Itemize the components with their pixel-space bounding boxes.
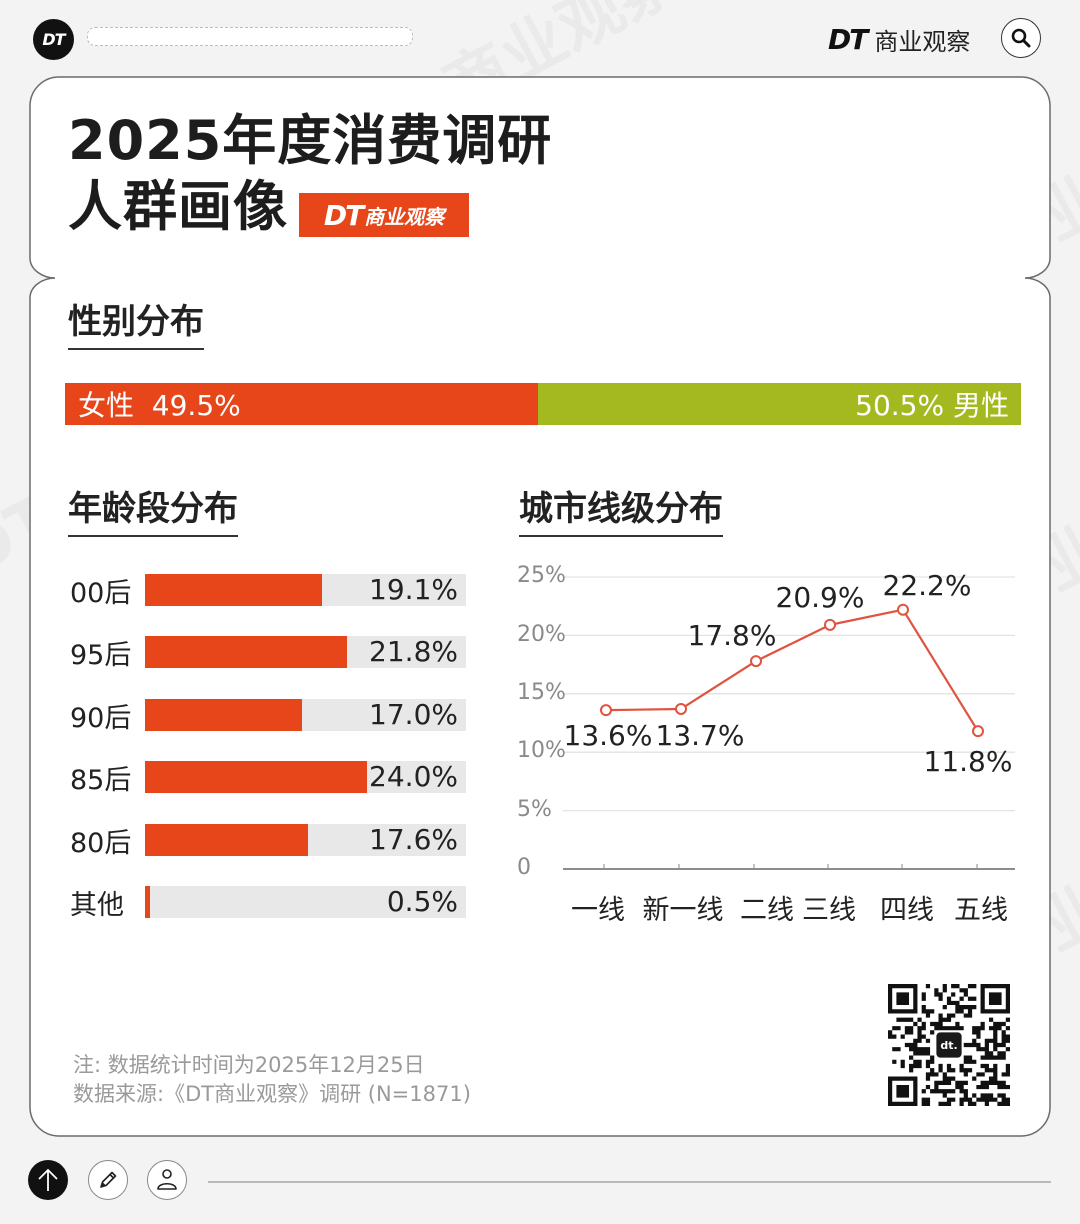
pencil-icon [100,1171,117,1188]
data-value-label: 22.2% [882,569,972,602]
data-point [972,725,984,738]
age-bar-track: 0.5% [145,886,466,918]
data-point [824,618,836,631]
infographic-card [29,76,1051,1137]
x-category-label: 五线 [954,895,1008,926]
title-line-1: 2025年度消费调研 [68,109,553,172]
age-label: 95后 [70,639,132,671]
y-tick-label: 10% [517,738,566,763]
age-row: 其他 0.5% [70,886,466,921]
badge-name: 商业观察 [364,204,445,229]
x-category-label: 新一线 [642,895,724,926]
age-bar-track: 21.8% [145,636,466,668]
female-label: 女性 49.5% [78,389,241,422]
age-value: 24.0% [369,760,458,793]
city-series-line [605,608,979,732]
age-bar-fill [145,824,308,856]
age-row: 00后 19.1% [70,574,466,609]
search-icon [1011,28,1031,48]
search-button[interactable] [1001,18,1041,58]
footnote: 注: 数据统计时间为2025年12月25日 数据来源:《DT商业观察》调研 (N… [73,1051,471,1109]
age-bar-track: 17.6% [145,824,466,856]
age-row: 90后 17.0% [70,699,466,734]
user-icon [157,1169,177,1190]
data-point [897,603,909,616]
age-bar-track: 19.1% [145,574,466,606]
qr-center-logo [936,1032,962,1058]
data-value-label: 13.7% [655,719,745,752]
x-category-label: 二线 [740,895,794,926]
footnote-source: 数据来源:《DT商业观察》调研 (N=1871) [73,1082,471,1106]
male-label: 50.5% 男性 [855,389,1009,422]
gender-bar: 女性 49.5% 50.5% 男性 [65,383,1021,425]
age-row: 85后 24.0% [70,761,466,796]
city-heading: 城市线级分布 [519,487,723,537]
svg-text:dt.: dt. [940,1039,957,1052]
data-value-label: 13.6% [563,719,653,752]
brand-dt: DT [828,22,868,56]
age-row: 80后 17.6% [70,824,466,859]
age-label: 80后 [70,827,132,859]
profile-button[interactable] [147,1160,187,1200]
footnote-date: 注: 数据统计时间为2025年12月25日 [73,1053,425,1077]
age-heading: 年龄段分布 [68,487,238,537]
brand-badge: DT 商业观察 [299,193,469,237]
y-tick-label: 5% [517,797,552,822]
page-title: 2025年度消费调研 人群画像 [68,108,552,240]
gender-heading: 性别分布 [68,300,204,350]
gender-female-segment: 女性 49.5% [65,383,539,425]
qr-code[interactable]: dt. [888,984,1010,1106]
qr-code-pattern: dt. [888,984,1010,1106]
badge-dt: DT [323,198,364,232]
age-label: 00后 [70,577,132,609]
age-bar-fill [145,636,347,668]
data-value-label: 17.8% [687,619,777,652]
brand-name: 商业观察 [874,27,971,56]
age-bar-track: 17.0% [145,699,466,731]
y-tick-label: 25% [517,563,566,588]
title-line-2: 人群画像 [68,175,288,238]
toolbar-divider [208,1181,1051,1183]
age-row: 95后 21.8% [70,636,466,671]
dt-logo-badge[interactable]: DT [33,19,74,60]
age-bar-fill [145,574,322,606]
age-value: 17.0% [369,698,458,731]
age-value: 21.8% [369,635,458,668]
x-category-label: 四线 [880,895,934,926]
x-category-label: 三线 [802,895,856,926]
header-title-field[interactable] [87,27,413,46]
arrow-up-icon [38,1168,58,1191]
age-bar-fill [145,886,150,918]
age-bar-track: 24.0% [145,761,466,793]
y-tick-label: 15% [517,680,566,705]
y-tick-label: 0 [517,855,531,880]
data-point [600,704,612,717]
brand-logo: DT 商业观察 [828,22,970,56]
x-category-label: 一线 [571,895,625,926]
gender-male-segment: 50.5% 男性 [538,383,1021,425]
age-label: 其他 [70,889,124,921]
edit-button[interactable] [88,1160,128,1200]
y-tick-label: 20% [517,622,566,647]
data-value-label: 20.9% [775,581,865,614]
data-point [750,655,762,668]
age-label: 85后 [70,764,132,796]
data-value-label: 11.8% [923,745,1013,778]
age-value: 17.6% [369,823,458,856]
age-bar-fill [145,761,368,793]
age-label: 90后 [70,702,132,734]
age-value: 19.1% [369,573,458,606]
data-point [675,702,687,715]
age-bar-fill [145,699,303,731]
scroll-top-button[interactable] [28,1160,68,1200]
age-value: 0.5% [386,885,458,918]
